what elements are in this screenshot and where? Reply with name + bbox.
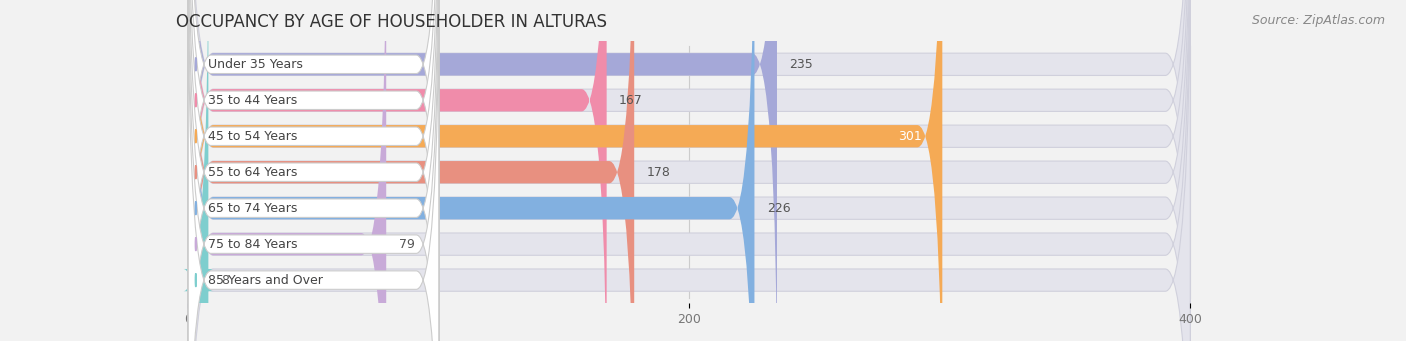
- Text: 235: 235: [789, 58, 813, 71]
- FancyBboxPatch shape: [188, 0, 439, 341]
- Text: 226: 226: [766, 202, 790, 215]
- Text: 79: 79: [399, 238, 415, 251]
- FancyBboxPatch shape: [188, 0, 1191, 341]
- FancyBboxPatch shape: [188, 0, 755, 341]
- FancyBboxPatch shape: [188, 0, 1191, 341]
- Text: 75 to 84 Years: 75 to 84 Years: [208, 238, 298, 251]
- FancyBboxPatch shape: [188, 0, 778, 341]
- FancyBboxPatch shape: [188, 0, 606, 341]
- Text: Under 35 Years: Under 35 Years: [208, 58, 304, 71]
- Text: 301: 301: [898, 130, 922, 143]
- FancyBboxPatch shape: [188, 0, 439, 341]
- Text: 65 to 74 Years: 65 to 74 Years: [208, 202, 298, 215]
- Text: OCCUPANCY BY AGE OF HOUSEHOLDER IN ALTURAS: OCCUPANCY BY AGE OF HOUSEHOLDER IN ALTUR…: [176, 13, 607, 31]
- FancyBboxPatch shape: [183, 0, 214, 341]
- FancyBboxPatch shape: [188, 0, 439, 341]
- Text: 167: 167: [619, 94, 643, 107]
- Text: 85 Years and Over: 85 Years and Over: [208, 273, 323, 286]
- FancyBboxPatch shape: [188, 0, 1191, 341]
- FancyBboxPatch shape: [188, 0, 1191, 341]
- FancyBboxPatch shape: [188, 0, 1191, 341]
- FancyBboxPatch shape: [188, 0, 634, 341]
- FancyBboxPatch shape: [188, 0, 387, 341]
- Text: 8: 8: [221, 273, 229, 286]
- Text: 55 to 64 Years: 55 to 64 Years: [208, 166, 298, 179]
- FancyBboxPatch shape: [188, 0, 942, 341]
- FancyBboxPatch shape: [188, 0, 439, 341]
- Text: 35 to 44 Years: 35 to 44 Years: [208, 94, 298, 107]
- Text: 178: 178: [647, 166, 671, 179]
- FancyBboxPatch shape: [188, 0, 439, 341]
- Text: Source: ZipAtlas.com: Source: ZipAtlas.com: [1251, 14, 1385, 27]
- FancyBboxPatch shape: [188, 0, 439, 341]
- FancyBboxPatch shape: [188, 0, 1191, 341]
- FancyBboxPatch shape: [188, 0, 1191, 341]
- Text: 45 to 54 Years: 45 to 54 Years: [208, 130, 298, 143]
- FancyBboxPatch shape: [188, 0, 439, 341]
